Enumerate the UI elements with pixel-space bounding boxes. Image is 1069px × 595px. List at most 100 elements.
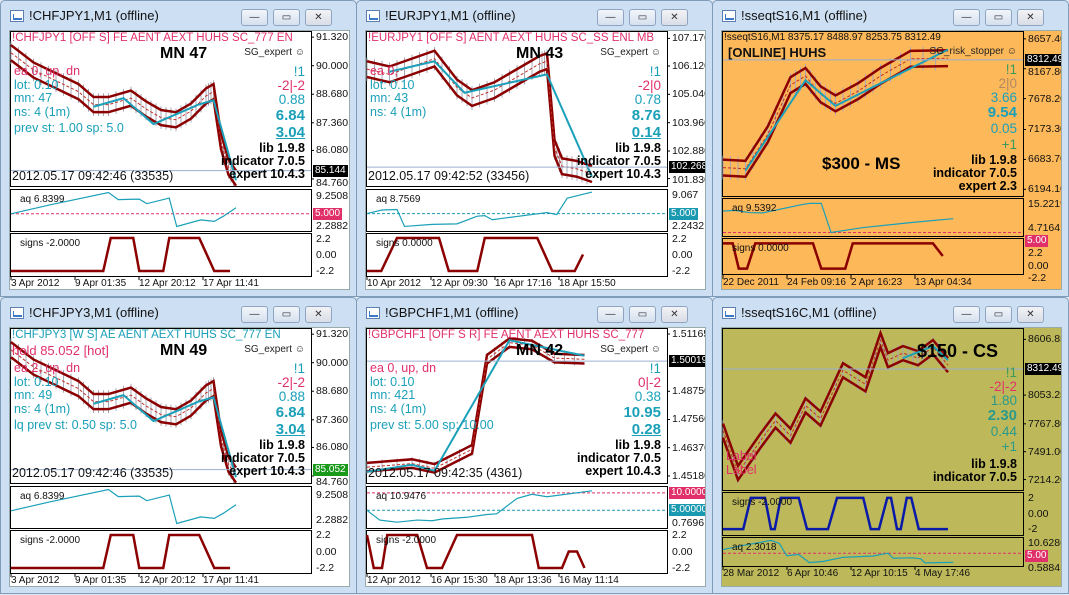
hold-label: hold 85.052 [hot] [12,343,109,358]
aq-panel-label: aq 6.8399 [20,491,65,502]
restore-button[interactable]: ▭ [985,9,1012,26]
moving-average-line [389,60,593,178]
time-axis-label: 9 Apr 01:35 [75,575,127,586]
info-line: mn: 43 [370,91,409,105]
version-label: indicator 7.0.5 [576,451,661,465]
chart-window[interactable]: !CHFJPY3,M1 (offline) — ▭ ✕ 91.320 90.000 88.6… [0,297,357,594]
balance-label: $300 - MS [822,154,901,173]
current-price-badge: 102.268 [669,161,705,174]
version-label: expert 10.4.3 [229,464,305,478]
restore-button[interactable]: ▭ [629,9,656,26]
title-bar[interactable]: !GBPCHF1,M1 (offline) — ▭ ✕ [357,298,712,326]
chart-area[interactable]: 8657.40 8167.80 7678.20 7173.30 6683.70 6194.… [721,30,1062,290]
close-button[interactable]: ✕ [305,306,332,323]
aq-panel-label: aq 8.7569 [376,194,421,205]
title-bar[interactable]: !sseqtS16C,M1 (offline) — ▭ ✕ [713,298,1068,326]
signs-line [11,533,230,570]
chart-area[interactable]: 8606.85 8053.25 7767.80 7491.00 7214.20 8312.… [721,327,1062,587]
title-bar[interactable]: !sseqtS16,M1 (offline) — ▭ ✕ [713,1,1068,29]
price-axis-label: 91.320 [316,31,349,44]
signs-panel-label: signs -2.0000 [20,238,81,249]
chart-window[interactable]: !CHFJPY1,M1 (offline) — ▭ ✕ 91.320 90.000 88.6… [0,0,357,297]
restore-icon: ▭ [993,12,1004,23]
panel-axis-label: 2.2 [672,529,687,542]
chart-canvas [722,328,1026,570]
price-axis-label: 7214.20 [1028,473,1061,486]
restore-button[interactable]: ▭ [273,306,300,323]
close-button[interactable]: ✕ [305,9,332,26]
minimize-button[interactable]: — [597,306,624,323]
chart-canvas [366,31,670,280]
title-bar[interactable]: !CHFJPY3,M1 (offline) — ▭ ✕ [1,298,356,326]
restore-button[interactable]: ▭ [985,306,1012,323]
signs-line [366,533,586,570]
moving-average-line [366,339,585,473]
aq-panel-label: aq 10.9476 [376,491,427,502]
chart-area[interactable]: 1.51165 1.48750 1.47560 1.46370 1.45180 1.500… [365,327,706,587]
band-lower-line [366,345,585,474]
prev-stop-label: prev st: 1.00 sp: 5.0 [14,121,124,135]
version-label: expert 2.3 [958,179,1017,193]
panel-axis-label: 2.2432 [672,220,705,233]
server-timestamp: 2012.05.17 09:42:52 (33456) [368,169,530,183]
chart-area[interactable]: 91.320 90.000 88.680 87.360 86.080 84.760 85.0… [9,327,350,587]
restore-button[interactable]: ▭ [273,9,300,26]
minimize-button[interactable]: — [597,9,624,26]
minimize-button[interactable]: — [953,9,980,26]
level-badge: 10.0000 [669,486,705,499]
indicator-stat: -2|-2 [989,379,1017,394]
title-bar[interactable]: !CHFJPY1,M1 (offline) — ▭ ✕ [1,1,356,29]
panel-axis-label: 4.7164 [1028,222,1061,234]
minimize-button[interactable]: — [953,306,980,323]
info-line: mn: 421 [370,388,416,402]
aq-line [10,488,237,525]
time-axis-label: 16 Apr 15:30 [431,575,488,586]
chart-window[interactable]: !sseqtS16,M1 (offline) — ▭ ✕ 8657.40 8167.80 7… [712,0,1069,297]
chart-window[interactable]: !EURJPY1,M1 (offline)—▭✕107.170106.12010… [356,0,713,297]
close-button[interactable]: ✕ [661,306,688,323]
price-axis-label: 102.880 [672,145,705,158]
minimize-icon: — [249,309,260,320]
indicator-stat: 0.28 [631,421,661,438]
close-button[interactable]: ✕ [661,9,688,26]
indicator-stat: 1.80 [990,393,1017,408]
aq-panel-frame [722,198,1024,237]
indicator-stat: 9.54 [987,104,1017,121]
panel-axis-label: -2.2 [1028,272,1047,284]
close-icon: ✕ [314,309,323,320]
indicator-stat: 6.84 [275,404,305,421]
server-timestamp: 2012.05.17 09:42:35 (4361) [368,466,523,480]
restore-button[interactable]: ▭ [629,306,656,323]
band-upper-line [366,49,593,168]
level-badge: 5.00 [1025,549,1049,562]
main-panel-frame [366,31,668,187]
chart-window-icon [366,10,380,22]
time-axis-label: 12 Apr 20:12 [139,575,196,586]
version-label: expert 10.4.3 [585,167,661,181]
signs-panel-frame [366,233,668,277]
magic-number-label: MN 42 [516,342,564,359]
chart-area[interactable]: 107.170 106.120 105.040 103.960 102.880 101.8… [365,30,706,290]
signs-panel-frame [722,492,1024,536]
info-line: Label [726,449,757,463]
moving-average-line [744,48,949,172]
band-lower-line [722,343,949,483]
title-bar[interactable]: !EURJPY1,M1 (offline) — ▭ ✕ [357,1,712,29]
close-icon: ✕ [670,12,679,23]
window-title: !CHFJPY3,M1 (offline) [29,305,159,320]
indicator-stat: 0.88 [278,389,305,404]
minimize-button[interactable]: — [241,9,268,26]
chart-window[interactable]: !GBPCHF1,M1 (offline)—▭✕1.511651.487501.… [356,297,713,594]
chart-header-text: !GBPCHF1 [OFF S R] FE AENT AEXT HUHS SC_… [368,329,645,341]
version-label: indicator 7.0.5 [576,154,661,168]
close-button[interactable]: ✕ [1017,9,1044,26]
band-upper-line [722,329,949,469]
close-button[interactable]: ✕ [1017,306,1044,323]
panel-axis-label: 0.00 [672,248,693,261]
info-line: lot: 0.10 [370,77,415,92]
chart-area[interactable]: 91.320 90.000 88.680 87.360 86.080 84.760 85.1… [9,30,350,290]
chart-window[interactable]: !sseqtS16C,M1 (offline) — ▭ ✕ 8606.85 8053.25… [712,297,1069,594]
minimize-button[interactable]: — [241,306,268,323]
chart-header-text: !CHFJPY3 [W S] AE AENT AEXT HUHS SC_777 … [12,329,281,341]
panel-axis-label: 2.2882 [316,514,349,526]
